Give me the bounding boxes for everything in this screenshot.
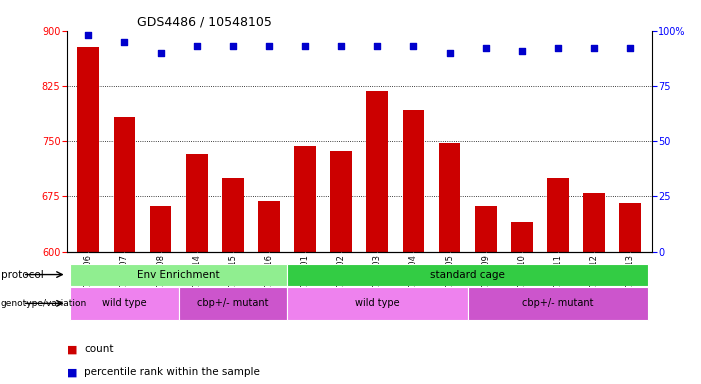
Bar: [114, 117, 135, 252]
Bar: [77, 47, 99, 252]
Bar: [70, 287, 179, 320]
Text: protocol: protocol: [1, 270, 43, 280]
Text: GDS4486 / 10548105: GDS4486 / 10548105: [137, 15, 272, 28]
Bar: [475, 206, 496, 252]
Text: Env Enrichment: Env Enrichment: [137, 270, 220, 280]
Point: [408, 43, 419, 49]
Point: [625, 45, 636, 51]
Point: [299, 43, 311, 49]
Bar: [287, 263, 648, 286]
Point: [372, 43, 383, 49]
Point: [118, 39, 130, 45]
Bar: [511, 222, 533, 252]
Point: [552, 45, 564, 51]
Bar: [294, 146, 316, 252]
Point: [155, 50, 166, 56]
Text: count: count: [84, 344, 114, 354]
Point: [227, 43, 238, 49]
Bar: [468, 287, 648, 320]
Point: [336, 43, 347, 49]
Bar: [547, 178, 569, 252]
Bar: [222, 178, 244, 252]
Bar: [367, 91, 388, 252]
Text: cbp+/- mutant: cbp+/- mutant: [197, 298, 268, 308]
Bar: [439, 142, 461, 252]
Text: ■: ■: [67, 367, 77, 377]
Text: genotype/variation: genotype/variation: [1, 299, 87, 308]
Point: [444, 50, 455, 56]
Text: cbp+/- mutant: cbp+/- mutant: [522, 298, 594, 308]
Point: [264, 43, 275, 49]
Bar: [330, 151, 352, 252]
Bar: [258, 202, 280, 252]
Bar: [150, 206, 171, 252]
Text: percentile rank within the sample: percentile rank within the sample: [84, 367, 260, 377]
Bar: [186, 154, 207, 252]
Point: [516, 48, 527, 54]
Text: ■: ■: [67, 344, 77, 354]
Bar: [583, 193, 605, 252]
Bar: [620, 203, 641, 252]
Point: [83, 32, 94, 38]
Text: wild type: wild type: [355, 298, 400, 308]
Point: [480, 45, 491, 51]
Text: wild type: wild type: [102, 298, 147, 308]
Bar: [179, 287, 287, 320]
Point: [589, 45, 600, 51]
Point: [191, 43, 203, 49]
Bar: [287, 287, 468, 320]
Text: standard cage: standard cage: [430, 270, 505, 280]
Bar: [70, 263, 287, 286]
Bar: [402, 110, 424, 252]
